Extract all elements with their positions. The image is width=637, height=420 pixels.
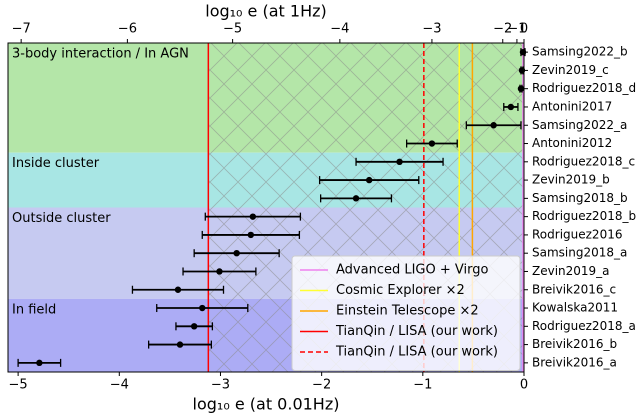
y-tick-label: Rodriguez2018_b	[532, 209, 636, 223]
point	[519, 48, 527, 56]
x-axis-title: log₁₀ e (at 0.01Hz)	[193, 395, 340, 414]
x2-tick-label: −4	[330, 22, 349, 37]
y-tick-label: Samsing2022_a	[532, 118, 627, 132]
plot-frame	[7, 42, 525, 373]
y-tick-label: Breivik2016_b	[532, 337, 617, 351]
point	[233, 249, 240, 257]
y-tick-label: Zevin2019_c	[532, 63, 609, 77]
y-tick-label: Kowalska2011	[532, 301, 618, 315]
x-tick-label: −4	[110, 378, 129, 393]
y-tick-label: Zevin2019_a	[532, 264, 610, 278]
x-tick-label: −3	[211, 378, 230, 393]
y-tick-label: Samsing2018_a	[532, 246, 627, 260]
point	[507, 103, 515, 111]
y-tick-label: Rodriguez2018_c	[532, 154, 635, 168]
point	[216, 268, 223, 275]
legend-text: Einstein Telescope ×2	[336, 304, 479, 319]
y-tick-label: Breivik2016_a	[532, 355, 617, 369]
y-tick-label: Samsing2022_b	[532, 45, 628, 59]
x2-tick-label: −7	[12, 22, 31, 37]
x2-tick-label: 0	[520, 22, 528, 37]
y-tick-label: Samsing2018_b	[532, 191, 628, 205]
point	[352, 195, 360, 202]
legend-text: TianQin / LISA (our work)	[335, 324, 498, 339]
legend-text: Cosmic Explorer ×2	[336, 283, 465, 298]
y-tick-label: Zevin2019_b	[532, 173, 610, 187]
region-label: 3-body interaction / In AGN	[12, 47, 189, 62]
y-tick-label: Breivik2016_c	[532, 282, 616, 296]
x2-tick-label: −2	[493, 22, 512, 37]
point	[176, 341, 184, 348]
region-label: Inside cluster	[12, 156, 100, 171]
region-label: In field	[12, 302, 56, 317]
legend-text: Advanced LIGO + Virgo	[336, 263, 488, 278]
point	[247, 231, 255, 239]
point	[199, 304, 206, 312]
x-tick-label: −5	[9, 378, 28, 393]
legend-text: TianQin / LISA (our work)	[335, 345, 498, 360]
point	[36, 359, 43, 367]
point	[517, 85, 525, 92]
y-tick-label: Rodriguez2016	[532, 227, 622, 241]
point	[490, 122, 497, 129]
point	[249, 213, 257, 220]
x2-tick-label: −3	[422, 22, 441, 37]
region-label: Outside cluster	[12, 211, 111, 226]
x-tick-label: −1	[413, 378, 432, 393]
y-tick-label: Antonini2017	[532, 99, 612, 113]
top-axis-title: log₁₀ e (at 1Hz)	[205, 2, 327, 21]
x-tick-label: −2	[312, 378, 331, 393]
x2-tick-label: −1	[507, 22, 526, 37]
point	[396, 158, 403, 166]
point	[190, 323, 198, 330]
point	[174, 286, 182, 293]
point	[428, 140, 436, 147]
x2-tick-label: −6	[118, 22, 137, 37]
y-tick-label: Rodriguez2018_a	[532, 319, 636, 333]
x2-tick-label: −5	[223, 22, 242, 37]
y-tick-label: Antonini2012	[532, 136, 612, 150]
legend-box	[291, 255, 521, 371]
point	[366, 176, 373, 184]
y-tick-label: Rodriguez2018_d	[532, 81, 636, 95]
x-tick-label: 0	[520, 378, 528, 393]
